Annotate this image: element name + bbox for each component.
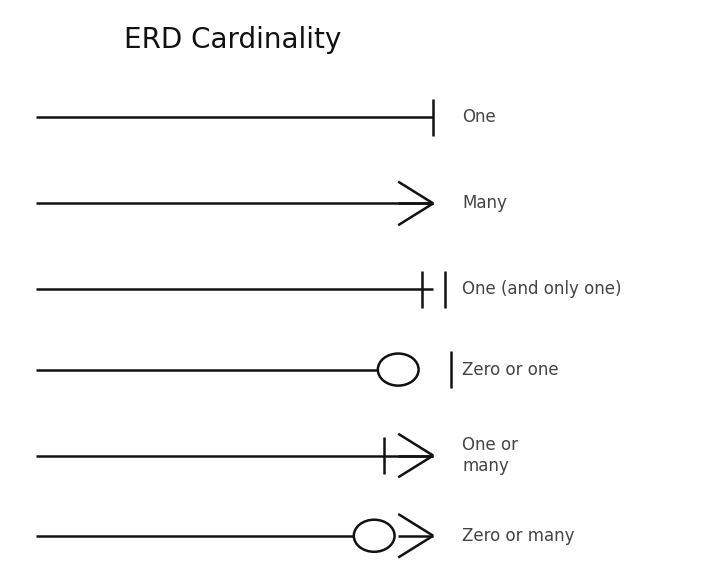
Text: One: One — [462, 108, 496, 127]
Text: One (and only one): One (and only one) — [462, 280, 622, 299]
Text: One or
many: One or many — [462, 436, 518, 475]
Text: Zero or many: Zero or many — [462, 527, 575, 545]
Text: Many: Many — [462, 194, 507, 213]
Text: Zero or one: Zero or one — [462, 360, 559, 379]
Text: ERD Cardinality: ERD Cardinality — [124, 26, 341, 54]
